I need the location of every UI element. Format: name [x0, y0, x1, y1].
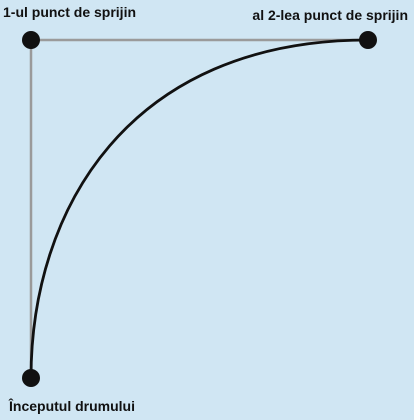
path-start-point — [22, 369, 40, 387]
control-point-1-label: 1-ul punct de sprijin — [3, 4, 137, 20]
control-point-2-label: al 2-lea punct de sprijin — [252, 7, 408, 23]
bezier-curve — [29, 38, 369, 379]
path-start-label: Începutul drumului — [9, 398, 135, 414]
control-point-1 — [22, 31, 40, 49]
control-point-2 — [359, 31, 377, 49]
